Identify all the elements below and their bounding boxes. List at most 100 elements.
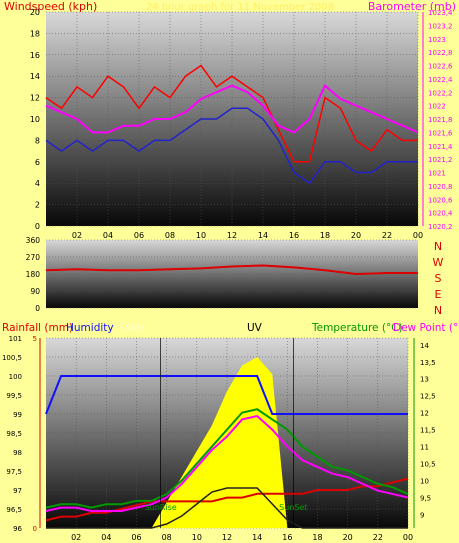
direction-series (45, 264, 418, 276)
weather-x-tick: 16 (282, 533, 292, 542)
temperature-y-tick: 11 (420, 444, 429, 452)
humidity-y-tick: 97 (13, 487, 22, 495)
barometer-y-tick: 1020,6 (428, 196, 453, 204)
compass-label: W (433, 256, 444, 269)
weather-x-tick: 10 (192, 533, 202, 542)
barometer-y-tick: 1022,6 (428, 63, 453, 71)
rain-y-tick: 0 (33, 525, 37, 533)
legend-temperature: Temperature (°C) (311, 322, 403, 334)
temperature-y-axis-labels: 9 9,5 10 10,5 11 11,5 12 12,5 13 13,5 14 (413, 338, 436, 528)
sun-annotation-label: SunSet (279, 503, 307, 512)
rainfall-line (45, 477, 409, 522)
wind-y-tick: 12 (30, 94, 40, 103)
temperature-y-tick: 10,5 (420, 461, 436, 469)
humidity-y-tick: 96 (13, 525, 22, 533)
temperature-y-tick: 11,5 (420, 427, 436, 435)
wind-gust-line (45, 64, 418, 163)
wind-y-tick: 10 (30, 115, 40, 124)
wind-x-tick: 04 (103, 231, 113, 240)
rain-y-tick: 5 (33, 335, 37, 343)
wind-y-tick: 6 (35, 158, 40, 167)
weather-x-tick: 04 (101, 533, 111, 542)
windspeed-title: Windspeed (kph) (4, 0, 97, 13)
legend-uv: UV (247, 322, 263, 334)
barometer-y-axis-labels: 1020,2 1020,4 1020,6 1020,8 1021 1021,2 1021,4… (422, 9, 453, 231)
weather-x-axis-labels: 02 04 06 08 10 12 14 16 18 20 22 00 (71, 533, 413, 542)
wind-y-tick: 2 (35, 201, 40, 210)
humidity-y-tick: 100,5 (2, 354, 22, 362)
barometer-y-tick: 1020,4 (428, 210, 453, 218)
humidity-y-tick: 101 (9, 335, 22, 343)
weather-x-tick: 12 (222, 533, 232, 542)
temperature-y-tick: 13,5 (420, 359, 436, 367)
wind-x-tick: 10 (196, 231, 206, 240)
wind-x-tick: 16 (289, 231, 299, 240)
temperature-y-tick: 12,5 (420, 393, 436, 401)
humidity-y-tick: 99,5 (6, 392, 22, 400)
temperature-y-tick: 14 (420, 342, 429, 350)
barometer-y-tick: 1020,2 (428, 223, 453, 231)
direction-y-tick: 270 (26, 253, 41, 262)
solar-area (46, 357, 408, 528)
uv-line (46, 487, 408, 529)
barometer-y-tick: 1021,2 (428, 156, 453, 164)
direction-y-tick: 90 (30, 287, 40, 296)
humidity-line (45, 375, 408, 415)
humidity-y-tick: 98 (13, 449, 22, 457)
temperature-y-tick: 13 (420, 376, 429, 384)
barometer-title: Barometer (mb) (368, 0, 456, 13)
weather-x-tick: 22 (373, 533, 383, 542)
barometer-y-tick: 1020,8 (428, 183, 453, 191)
wind-x-tick: 08 (165, 231, 175, 240)
barometer-y-tick: 1022,2 (428, 89, 453, 97)
humidity-y-tick: 98,5 (6, 430, 22, 438)
compass-label: E (435, 288, 442, 301)
direction-y-tick: 0 (35, 304, 40, 313)
humidity-y-tick: 97,5 (6, 468, 22, 476)
barometer-y-tick: 1022,8 (428, 49, 453, 57)
wind-x-tick: 20 (351, 231, 361, 240)
weather-x-tick: 06 (131, 533, 141, 542)
barometer-line (45, 83, 419, 134)
temperature-y-tick: 9 (420, 511, 424, 519)
weather-x-tick: 18 (312, 533, 322, 542)
compass-label: S (435, 272, 442, 285)
weather-x-tick: 00 (403, 533, 413, 542)
temperature-y-tick: 9,5 (420, 494, 431, 502)
weather-x-tick: 08 (162, 533, 172, 542)
wind-y-axis-labels: 0 2 4 6 8 10 12 14 16 18 20 (30, 8, 40, 231)
wind-series (45, 64, 419, 185)
legend-humidity: Humidity (66, 322, 114, 334)
barometer-y-tick: 1021,4 (428, 143, 453, 151)
humidity-y-tick: 96,5 (6, 506, 22, 514)
barometer-y-tick: 1021 (428, 170, 446, 178)
barometer-y-tick: 1021,6 (428, 129, 453, 137)
weather-x-tick: 20 (343, 533, 353, 542)
wind-x-tick: 00 (413, 231, 423, 240)
humidity-y-axis-labels: 96 96,5 97 97,5 98 98,5 99 99,5 100 100,5 101 (2, 335, 23, 533)
barometer-y-tick: 1023,4 (428, 9, 453, 17)
direction-y-axis-labels: 0 90 180 270 360 (26, 236, 41, 313)
wind-x-tick: 14 (258, 231, 268, 240)
sun-annotations: SunRise SunSet (145, 338, 308, 528)
wind-x-axis-labels: 02 04 06 08 10 12 14 16 18 20 22 00 (72, 231, 423, 240)
wind-average-line (45, 107, 418, 185)
graph-date-title: 24 hour graph for 11 November 2008 (146, 2, 334, 13)
dewpoint-line (45, 414, 409, 513)
temperature-y-tick: 10 (420, 478, 429, 486)
wind-x-tick: 22 (382, 231, 392, 240)
compass-label: N (434, 304, 442, 317)
wind-x-tick: 06 (134, 231, 144, 240)
direction-y-tick: 180 (26, 270, 41, 279)
legend-solar: Solar (118, 322, 145, 334)
weather-x-tick: 02 (71, 533, 81, 542)
wind-y-tick: 8 (35, 136, 40, 145)
wind-x-tick: 18 (320, 231, 330, 240)
wind-x-tick: 12 (227, 231, 237, 240)
wind-y-tick: 14 (30, 72, 40, 81)
direction-line (45, 264, 418, 276)
compass-label: N (434, 240, 442, 253)
